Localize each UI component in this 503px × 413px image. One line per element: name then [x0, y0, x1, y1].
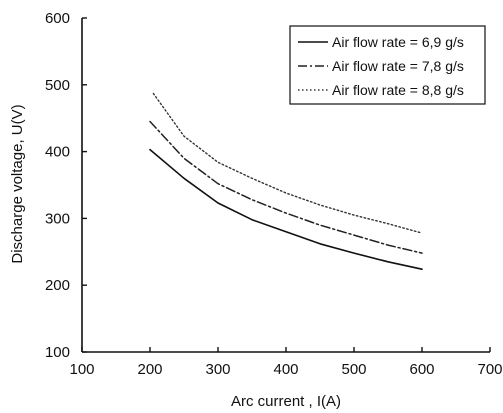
axis-tick-labels: 100 200 300 400 500 600 700 100 200 300 400 500 600	[45, 10, 503, 378]
x-tick-label: 200	[137, 361, 162, 378]
legend-label-3: Air flow rate = 8,8 g/s	[332, 82, 464, 98]
x-tick-label: 100	[69, 361, 94, 378]
series-line-2	[149, 120, 423, 254]
series-lines	[149, 92, 423, 271]
y-tick-label: 500	[45, 77, 70, 94]
axis-ticks	[81, 17, 491, 353]
x-tick-label: 500	[341, 361, 366, 378]
y-tick-label: 300	[45, 210, 70, 227]
series-line-1	[149, 148, 423, 271]
legend: Air flow rate = 6,9 g/s Air flow rate = 7…	[289, 25, 486, 105]
y-tick-label: 200	[45, 277, 70, 294]
y-tick-label: 600	[45, 10, 70, 27]
x-tick-label: 700	[477, 361, 502, 378]
y-axis-title: Discharge voltage, U(V)	[9, 104, 26, 263]
x-axis-title: Arc current , I(A)	[231, 393, 341, 410]
legend-box	[289, 25, 486, 105]
y-tick-label: 100	[45, 344, 70, 361]
x-tick-label: 600	[409, 361, 434, 378]
x-tick-label: 400	[273, 361, 298, 378]
legend-label-2: Air flow rate = 7,8 g/s	[332, 58, 464, 74]
series-line-3	[152, 92, 423, 234]
legend-label-1: Air flow rate = 6,9 g/s	[332, 34, 464, 50]
x-tick-label: 300	[205, 361, 230, 378]
y-tick-label: 400	[45, 144, 70, 161]
